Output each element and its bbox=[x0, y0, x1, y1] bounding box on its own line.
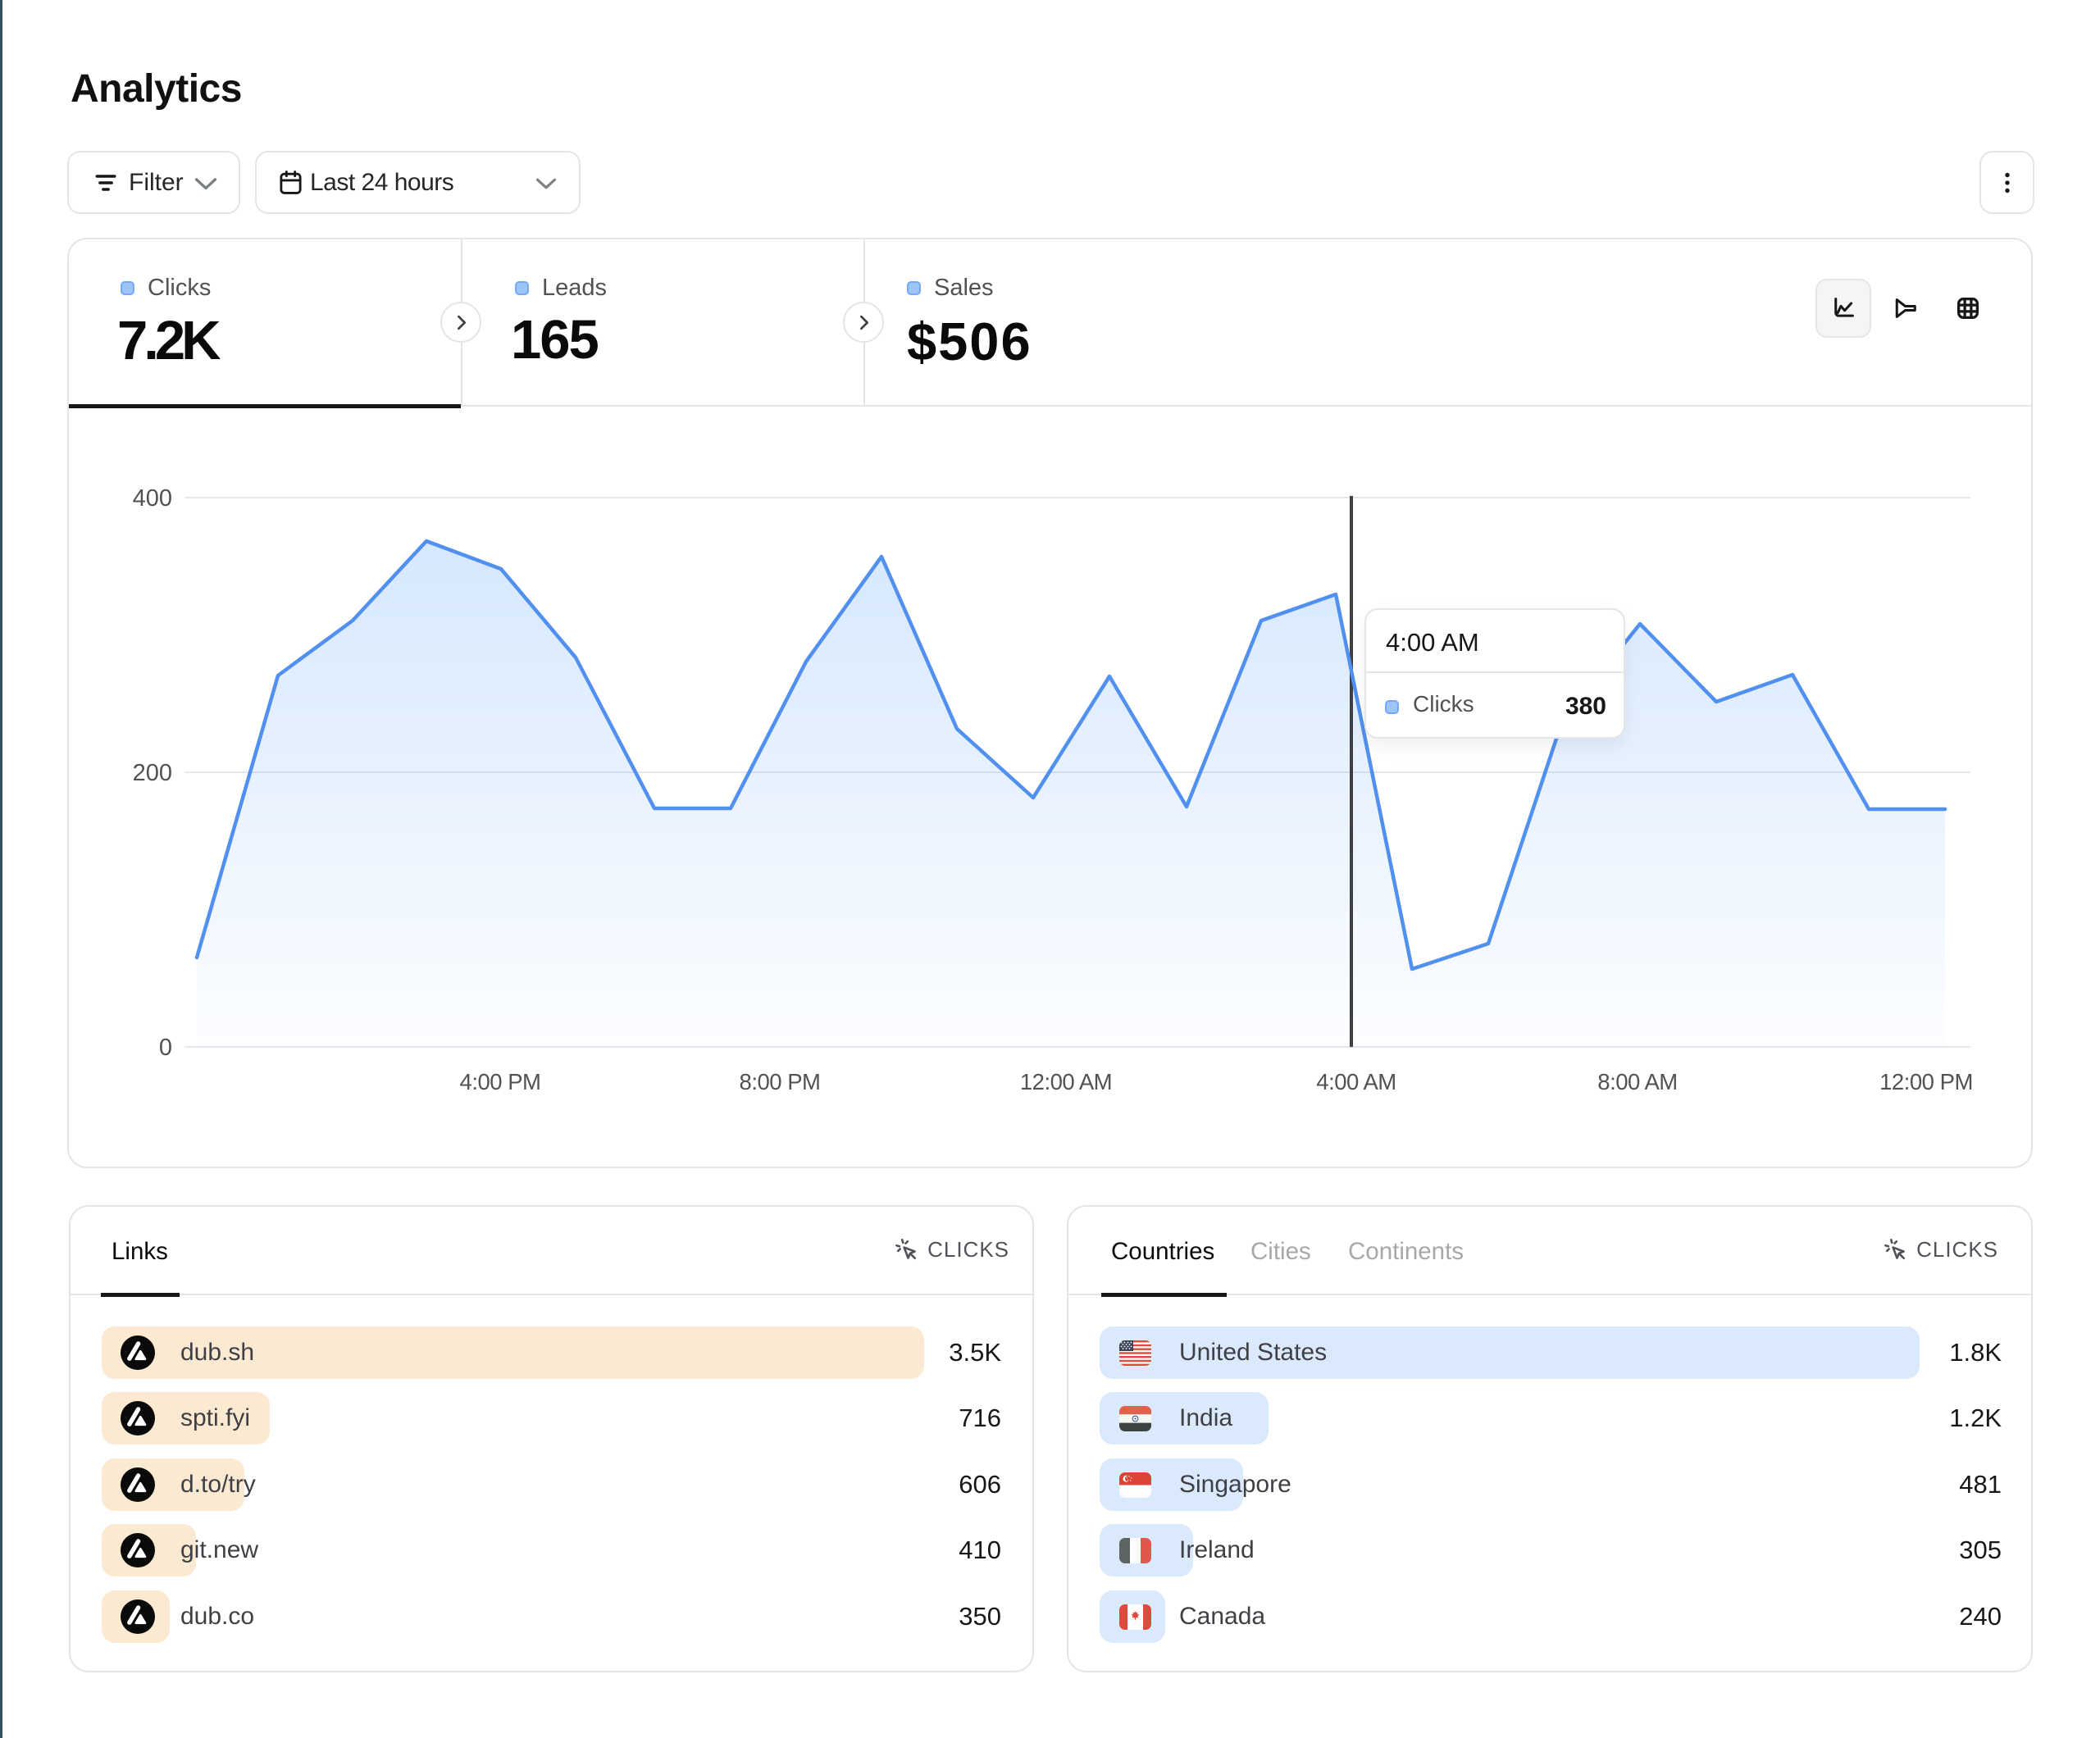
svg-text:400: 400 bbox=[133, 485, 172, 512]
svg-text:8:00 PM: 8:00 PM bbox=[740, 1069, 821, 1094]
svg-text:4:00 PM: 4:00 PM bbox=[460, 1069, 541, 1094]
svg-text:12:00 AM: 12:00 AM bbox=[1020, 1069, 1112, 1094]
svg-text:12:00 PM: 12:00 PM bbox=[1879, 1069, 1973, 1094]
svg-text:8:00 AM: 8:00 AM bbox=[1597, 1069, 1677, 1094]
svg-text:0: 0 bbox=[159, 1035, 172, 1061]
svg-text:200: 200 bbox=[133, 760, 172, 786]
svg-text:4:00 AM: 4:00 AM bbox=[1316, 1069, 1396, 1094]
